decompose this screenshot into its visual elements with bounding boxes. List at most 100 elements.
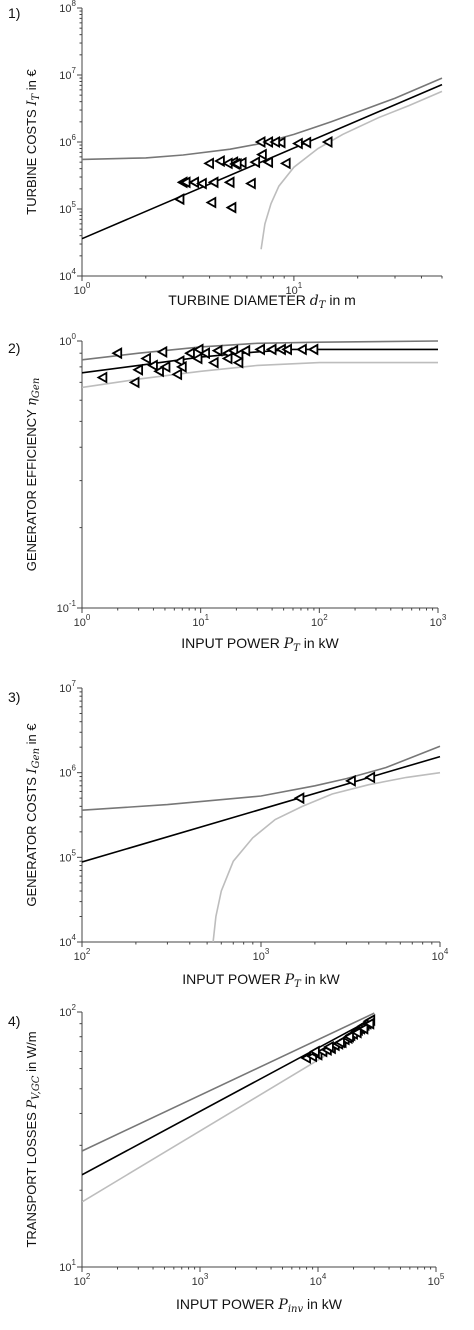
x-label-subscript: T [294, 979, 302, 990]
y-tick-label: 108 [59, 0, 76, 15]
data-point-marker [292, 137, 303, 150]
x-tick-label: 101 [286, 281, 303, 297]
series-upper-bound-line [82, 340, 439, 361]
series-fit-line [82, 1016, 375, 1176]
data-point-marker [279, 157, 291, 170]
y-tick-exponent: 6 [72, 764, 77, 773]
x-axis-label: INPUT POWER PT in kW [182, 971, 340, 990]
x-tick-exponent: 4 [444, 947, 449, 956]
data-point-marker [173, 193, 185, 206]
x-tick-exponent: 5 [440, 1272, 445, 1281]
plot-area [82, 1012, 376, 1203]
x-label-variable: P [283, 636, 294, 652]
y-label-unit: in € [24, 69, 39, 94]
y-label-variable: η [25, 398, 40, 406]
data-point-marker [159, 360, 171, 373]
x-tick-exponent: 3 [442, 613, 447, 622]
series-fit-line [82, 755, 441, 863]
y-label-subscript: T [31, 93, 42, 101]
y-label-subscript: V,GC [31, 1075, 42, 1100]
data-point-marker [343, 1030, 354, 1043]
y-tick-base: 10 [59, 70, 71, 82]
data-point-marker [203, 157, 214, 170]
y-tick-base: 10 [57, 603, 69, 615]
y-axis-label: GENERATOR EFFICIENCY ηGen [24, 378, 42, 572]
x-tick-base: 10 [430, 617, 442, 629]
data-point-marker [191, 352, 203, 365]
data-point-marker [211, 344, 223, 357]
y-tick-exponent: 6 [72, 133, 77, 142]
data-point-marker [249, 156, 261, 169]
plot-area [82, 77, 443, 250]
x-tick-label: 101 [192, 613, 209, 629]
y-tick-base: 10 [59, 937, 71, 949]
series-lower-bound-line [82, 361, 438, 389]
y-label-text: TRANSPORT LOSSES [24, 1109, 39, 1248]
data-point-marker [350, 1026, 362, 1039]
y-tick-exponent: 0 [72, 332, 77, 341]
x-tick-base: 10 [310, 1276, 322, 1288]
data-point-marker [173, 355, 185, 368]
y-tick-base: 10 [59, 3, 71, 15]
x-label-text: INPUT POWER [176, 1296, 278, 1312]
y-axis-label: TRANSPORT LOSSES PV,GC in W/m [24, 1031, 42, 1247]
x-tick-exponent: 0 [86, 613, 91, 622]
y-tick-label: 105 [59, 848, 76, 864]
data-point-marker [256, 148, 267, 161]
y-tick-exponent: 4 [72, 933, 77, 942]
y-label-text: GENERATOR COSTS [24, 773, 39, 906]
y-tick-exponent: -1 [69, 599, 77, 608]
data-point-marker [245, 177, 256, 190]
x-label-unit: in kW [303, 1296, 343, 1312]
y-label-text: GENERATOR EFFICIENCY [24, 406, 39, 571]
data-point-marker [128, 376, 140, 389]
y-tick-label: 10-1 [57, 599, 77, 615]
x-tick-base: 10 [192, 1276, 204, 1288]
data-point-marker [140, 352, 151, 365]
data-point-marker [293, 792, 305, 805]
x-tick-base: 10 [74, 951, 86, 963]
x-tick-exponent: 2 [323, 613, 328, 622]
y-tick-base: 10 [59, 271, 71, 283]
series-upper-bound-line [82, 745, 441, 811]
y-tick-label: 104 [59, 933, 76, 949]
x-tick-base: 10 [74, 1276, 86, 1288]
y-tick-exponent: 7 [72, 66, 77, 75]
series-lower-bound-line [260, 90, 443, 250]
x-tick-label: 100 [74, 613, 91, 629]
data-point-marker [309, 1045, 320, 1058]
data-point-marker [225, 201, 237, 214]
data-point-marker [254, 343, 266, 356]
data-point-marker [364, 771, 376, 784]
panel-label: 4) [8, 1013, 20, 1029]
x-tick-label: 103 [192, 1272, 209, 1288]
data-point-marker [274, 136, 286, 149]
data-point-marker [132, 363, 144, 376]
x-tick-label: 104 [432, 947, 449, 963]
y-tick-base: 10 [59, 768, 71, 780]
y-tick-base: 10 [59, 137, 71, 149]
data-point-marker [307, 343, 319, 356]
x-label-variable: P [284, 972, 295, 988]
x-axis-label: INPUT POWER PT in kW [181, 635, 339, 654]
y-tick-label: 104 [59, 267, 76, 283]
x-tick-label: 103 [253, 947, 270, 963]
data-point-marker [262, 156, 274, 169]
x-tick-base: 10 [74, 617, 86, 629]
x-axis-label: INPUT POWER Pinv in kW [176, 1296, 343, 1315]
data-point-marker [96, 371, 108, 384]
data-point-marker [192, 343, 204, 356]
x-tick-base: 10 [311, 617, 323, 629]
data-point-marker [207, 356, 219, 369]
x-axis-label: TURBINE DIAMETER dT in m [168, 292, 356, 311]
y-tick-exponent: 5 [72, 848, 77, 857]
data-point-marker [171, 368, 183, 381]
y-tick-base: 10 [59, 683, 71, 695]
y-tick-label: 102 [59, 1003, 76, 1019]
data-point-marker [223, 176, 235, 189]
x-tick-base: 10 [253, 951, 265, 963]
y-tick-base: 10 [59, 1007, 71, 1019]
